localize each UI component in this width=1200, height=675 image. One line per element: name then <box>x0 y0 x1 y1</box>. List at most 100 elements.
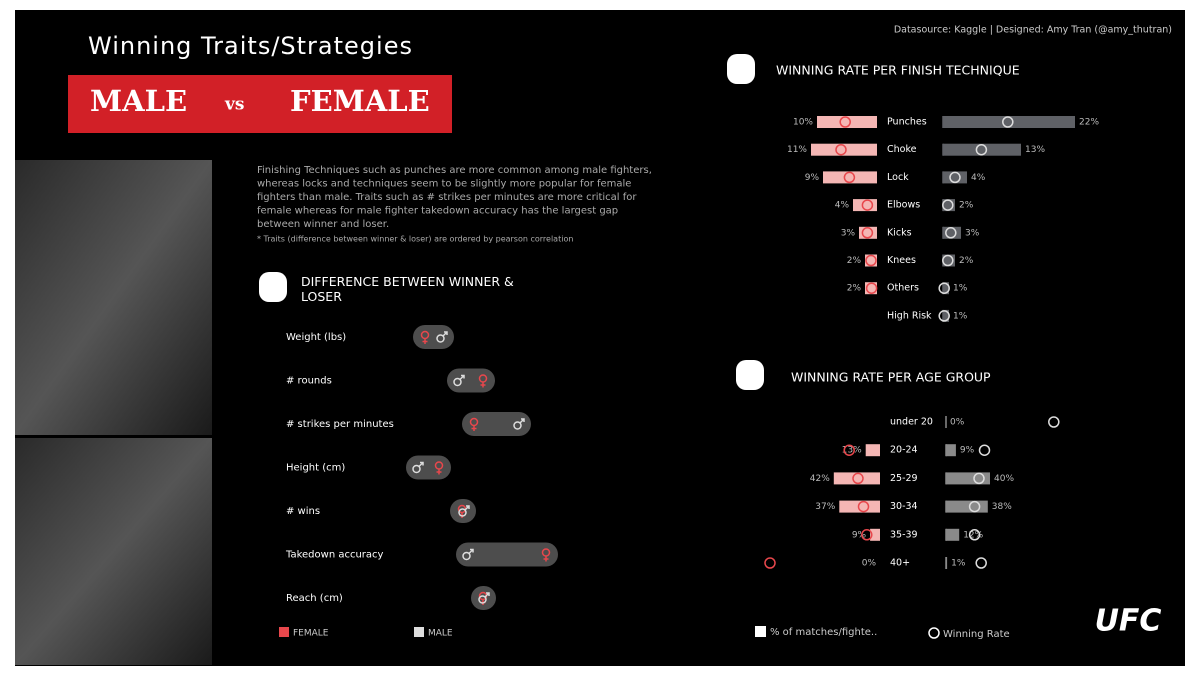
female-marker <box>469 417 479 431</box>
legend-label: FEMALE <box>293 629 329 639</box>
value-label: 3% <box>965 228 980 238</box>
value-label: 9% <box>852 530 867 540</box>
value-label: 2% <box>959 201 974 211</box>
value-label: 0% <box>862 559 877 569</box>
rate-marker <box>839 116 851 128</box>
category-label: High Risk <box>887 310 932 321</box>
description: whereas locks and techniques seem to be … <box>257 179 631 190</box>
logo: UFC <box>1095 604 1162 639</box>
rate-marker <box>764 557 776 569</box>
value-label: 13% <box>842 446 862 456</box>
bar <box>946 472 990 485</box>
bar <box>946 528 960 541</box>
value-label: 2% <box>847 284 862 294</box>
rate-marker <box>975 557 987 569</box>
value-label: 12% <box>963 530 983 540</box>
legend-label: MALE <box>428 629 453 639</box>
rate-marker <box>938 310 950 322</box>
male-marker <box>462 548 474 561</box>
value-label: 37% <box>815 502 835 512</box>
category-label: Knees <box>887 255 916 266</box>
value-label: 2% <box>959 256 974 266</box>
bar <box>946 444 956 457</box>
legend-swatch <box>928 627 940 639</box>
photo <box>15 438 212 665</box>
page-title: Winning Traits/Strategies <box>88 32 413 60</box>
chart-title: WINNING RATE PER FINISH TECHNIQUE <box>776 63 1020 78</box>
rate-marker <box>945 227 957 239</box>
footnote: * Traits (difference between winner & lo… <box>257 235 573 244</box>
bar <box>865 254 877 267</box>
category-label: Choke <box>887 144 917 155</box>
rate-marker <box>975 143 988 156</box>
rate-marker <box>852 472 864 485</box>
icon <box>259 54 764 390</box>
rate-marker <box>861 529 873 541</box>
rate-marker <box>968 500 981 513</box>
banner-text: FEMALE <box>290 84 430 118</box>
category-label: Elbows <box>887 200 920 211</box>
rate-marker <box>942 254 954 267</box>
rate-marker <box>843 171 856 184</box>
bar <box>943 171 967 184</box>
legend-label: % of matches/fighte.. <box>770 627 877 638</box>
male-marker <box>436 331 448 343</box>
category-label: 20-24 <box>890 445 918 456</box>
rate-marker <box>942 199 954 211</box>
rate-marker <box>1048 416 1060 428</box>
value-label: 0% <box>950 418 965 428</box>
description: female whereas for male fighter takedown… <box>257 206 618 217</box>
category-label: under 20 <box>890 417 933 428</box>
female-marker <box>420 330 430 344</box>
category-label: Kicks <box>887 227 912 238</box>
category-label: 30-34 <box>890 501 918 512</box>
range-pill <box>471 586 496 610</box>
bar <box>811 143 877 156</box>
male-marker <box>478 592 490 604</box>
category-label: 40+ <box>890 558 910 569</box>
category-label: 35-39 <box>890 529 918 540</box>
rate-marker <box>861 227 874 239</box>
value-label: 9% <box>960 446 975 456</box>
rate-marker <box>865 282 878 294</box>
bar <box>946 500 988 513</box>
range-pill <box>413 325 454 349</box>
value-label: 10% <box>793 118 813 128</box>
chart-title: WINNING RATE PER AGE GROUP <box>791 370 991 385</box>
female-marker <box>434 461 444 475</box>
value-label: 1% <box>951 559 966 569</box>
description: between winner and loser. <box>257 219 389 230</box>
rate-marker <box>861 199 874 211</box>
bar <box>823 171 877 184</box>
male-marker <box>453 374 465 387</box>
rate-marker <box>1002 116 1014 128</box>
rate-marker <box>978 444 991 456</box>
category-label: Others <box>887 283 919 294</box>
rate-marker <box>973 472 985 485</box>
description: fighters than male. Traits such as # str… <box>257 192 637 203</box>
value-label: 40% <box>994 474 1014 484</box>
bar <box>865 444 880 457</box>
value-label: 38% <box>992 502 1012 512</box>
female-marker <box>541 548 551 562</box>
category-label: Reach (cm) <box>286 593 343 604</box>
value-label: 11% <box>787 145 807 155</box>
credit: Datasource: Kaggle | Designed: Amy Tran … <box>894 25 1172 36</box>
rate-marker <box>835 143 847 156</box>
category-label: Takedown accuracy <box>285 550 384 561</box>
banner <box>68 75 452 133</box>
category-label: Height (cm) <box>286 463 345 474</box>
bar <box>943 143 1021 156</box>
value-label: 2% <box>847 256 862 266</box>
value-label: 3% <box>841 228 856 238</box>
banner-text: MALE <box>90 84 187 118</box>
category-label: Lock <box>887 172 909 183</box>
bar <box>943 309 949 322</box>
bar <box>943 282 949 295</box>
bar <box>943 116 1075 128</box>
range-pill <box>450 499 476 523</box>
value-label: 4% <box>971 173 986 183</box>
range-pill <box>456 542 558 567</box>
description: Finishing Techniques such as punches are… <box>257 165 652 176</box>
